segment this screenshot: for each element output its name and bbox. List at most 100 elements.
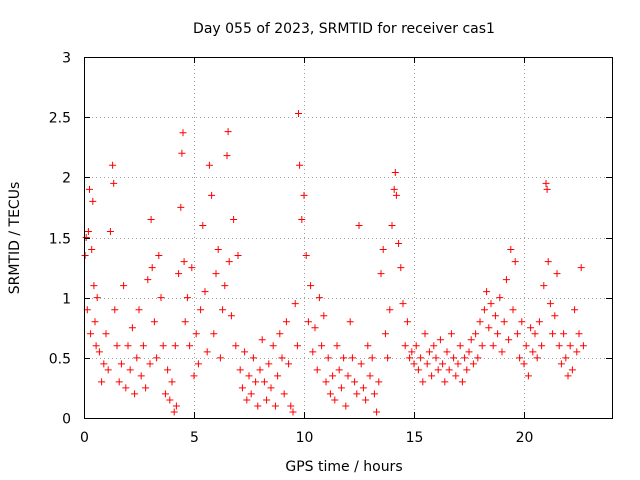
data-point (333, 342, 341, 350)
data-point (104, 366, 112, 374)
x-tick-label: 20 (516, 430, 534, 446)
data-point (159, 342, 167, 350)
data-point (445, 366, 453, 374)
data-point (117, 360, 125, 368)
data-point (172, 402, 180, 410)
axis-ticks (84, 57, 612, 419)
data-point (571, 306, 579, 314)
y-tick-label: 3 (62, 51, 71, 67)
data-point (447, 330, 455, 338)
data-point (276, 330, 284, 338)
data-point (381, 330, 389, 338)
data-point (280, 390, 288, 398)
data-point (307, 282, 315, 290)
data-point (324, 354, 332, 362)
data-point (106, 227, 114, 235)
data-point (168, 378, 176, 386)
x-tick-label: 15 (406, 430, 424, 446)
data-point (197, 306, 205, 314)
data-point (406, 354, 414, 362)
data-point (487, 300, 495, 308)
data-point (562, 354, 570, 362)
data-point (148, 264, 156, 272)
data-point (467, 336, 475, 344)
data-point (355, 221, 363, 229)
data-point (254, 402, 262, 410)
data-point (403, 318, 411, 326)
data-point (194, 360, 202, 368)
data-point (180, 258, 188, 266)
data-point (178, 149, 186, 157)
data-point (359, 384, 367, 392)
data-point (489, 342, 497, 350)
data-point (313, 366, 321, 374)
data-point (430, 342, 438, 350)
data-point (142, 384, 150, 392)
data-point (205, 161, 213, 169)
data-point (232, 342, 240, 350)
data-point (82, 234, 90, 241)
data-point (126, 366, 134, 374)
y-tick-label: 1 (62, 292, 71, 308)
data-point (368, 354, 376, 362)
data-point (326, 390, 334, 398)
data-point (120, 282, 128, 290)
data-point (524, 372, 532, 380)
data-point (436, 336, 444, 344)
data-point (540, 282, 548, 290)
data-point (91, 318, 99, 326)
data-point (190, 372, 198, 380)
data-point (137, 372, 145, 380)
data-point (557, 360, 565, 368)
data-point (157, 294, 165, 302)
data-point (342, 402, 350, 410)
data-point (399, 300, 407, 308)
data-point (520, 360, 528, 368)
data-point (223, 152, 231, 160)
y-tick-label: 0.5 (49, 352, 71, 368)
data-point (124, 342, 132, 350)
y-tick-label: 1.5 (49, 232, 71, 248)
data-point (93, 294, 101, 302)
x-tick-label: 0 (80, 430, 89, 446)
data-point (357, 360, 365, 368)
data-point (392, 191, 400, 199)
data-point (271, 402, 279, 410)
data-point (388, 221, 396, 229)
data-point (144, 276, 152, 284)
x-tick-label: 5 (190, 430, 199, 446)
data-point (463, 366, 471, 374)
data-point (505, 336, 513, 344)
data-point (549, 330, 557, 338)
data-point (221, 282, 229, 290)
data-point (183, 294, 191, 302)
data-point (535, 318, 543, 326)
data-point (498, 348, 506, 356)
data-point (285, 360, 293, 368)
data-point (318, 342, 326, 350)
data-point (511, 258, 519, 266)
data-point (98, 378, 106, 386)
x-axis-label: GPS time / hours (285, 459, 402, 475)
data-point (298, 215, 306, 223)
data-point (309, 348, 317, 356)
data-point (560, 330, 568, 338)
data-point (131, 390, 139, 398)
data-point (320, 312, 328, 320)
data-point (410, 360, 418, 368)
data-point (258, 336, 266, 344)
data-point (267, 384, 275, 392)
data-point (139, 342, 147, 350)
data-point (269, 342, 277, 350)
data-point (111, 306, 119, 314)
data-point (384, 354, 392, 362)
data-point (322, 378, 330, 386)
data-point (551, 312, 559, 320)
data-point (247, 390, 255, 398)
data-point (425, 348, 433, 356)
data-point (153, 354, 161, 362)
data-point (252, 378, 260, 386)
data-point (214, 246, 222, 254)
data-point (480, 306, 488, 314)
